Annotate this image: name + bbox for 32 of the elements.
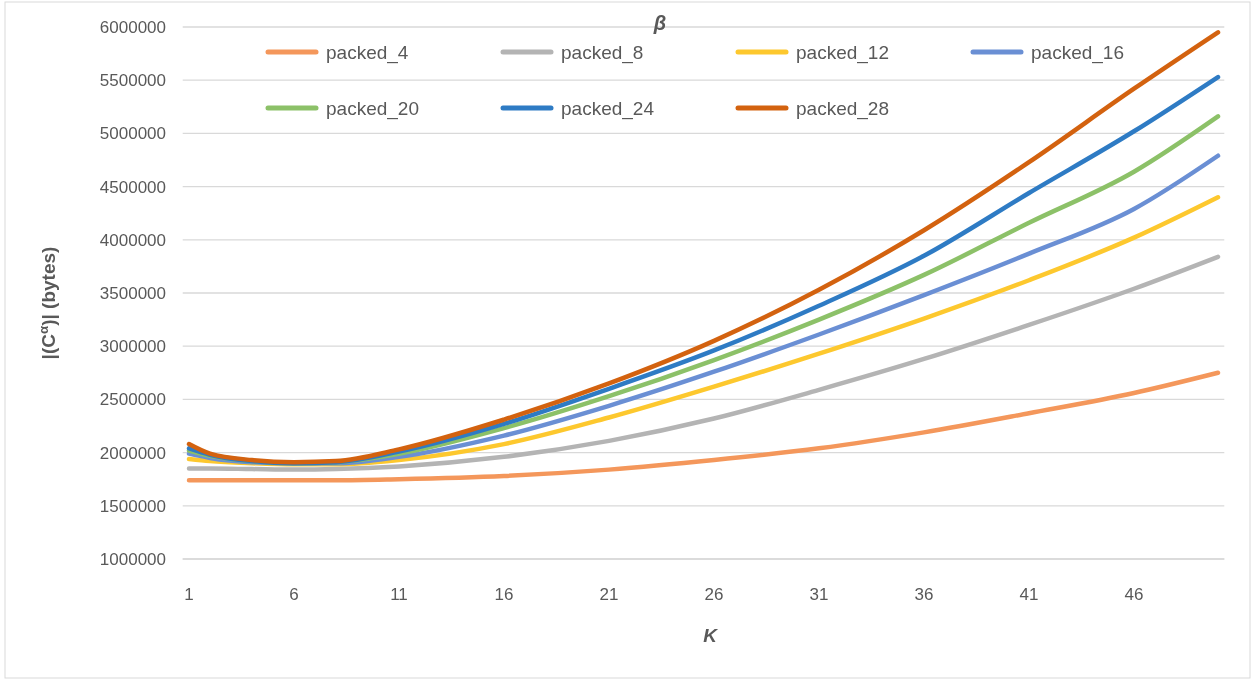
y-tick-label: 4500000 [99, 177, 166, 197]
x-tick-label: 11 [390, 585, 408, 604]
line-series [186, 254, 1221, 472]
y-tick-label: 6000000 [99, 17, 166, 37]
x-tick-label: 31 [809, 585, 829, 604]
legend-label: packed_16 [1031, 41, 1124, 64]
x-tick-label: 21 [599, 585, 619, 604]
x-tick-label: 26 [704, 585, 724, 604]
x-tick-label: 1 [184, 585, 194, 604]
y-tick-label: 2500000 [99, 390, 166, 410]
legend-label: packed_12 [796, 41, 889, 64]
x-tick-label: 41 [1019, 585, 1039, 604]
x-tick-label: 46 [1124, 585, 1144, 604]
legend-label: packed_4 [326, 41, 409, 64]
line-series [186, 370, 1221, 483]
y-tick-label: 3000000 [99, 337, 166, 357]
legend-label: packed_24 [561, 97, 655, 120]
x-tick-label: 36 [914, 585, 934, 604]
x-tick-label: 6 [289, 585, 299, 604]
y-tick-label: 1000000 [99, 549, 166, 569]
y-tick-label: 3500000 [99, 283, 166, 303]
x-axis-title: K [703, 625, 719, 646]
chart-title: β [652, 12, 667, 34]
x-tick-label: 16 [494, 585, 514, 604]
y-tick-label: 5500000 [99, 71, 166, 91]
y-tick-label: 4000000 [99, 230, 166, 250]
y-tick-label: 2000000 [99, 443, 166, 463]
y-tick-label: 5000000 [99, 124, 166, 144]
legend-label: packed_20 [326, 97, 419, 120]
legend-label: packed_8 [561, 41, 644, 64]
y-tick-label: 1500000 [99, 496, 166, 516]
legend-label: packed_28 [796, 97, 889, 120]
